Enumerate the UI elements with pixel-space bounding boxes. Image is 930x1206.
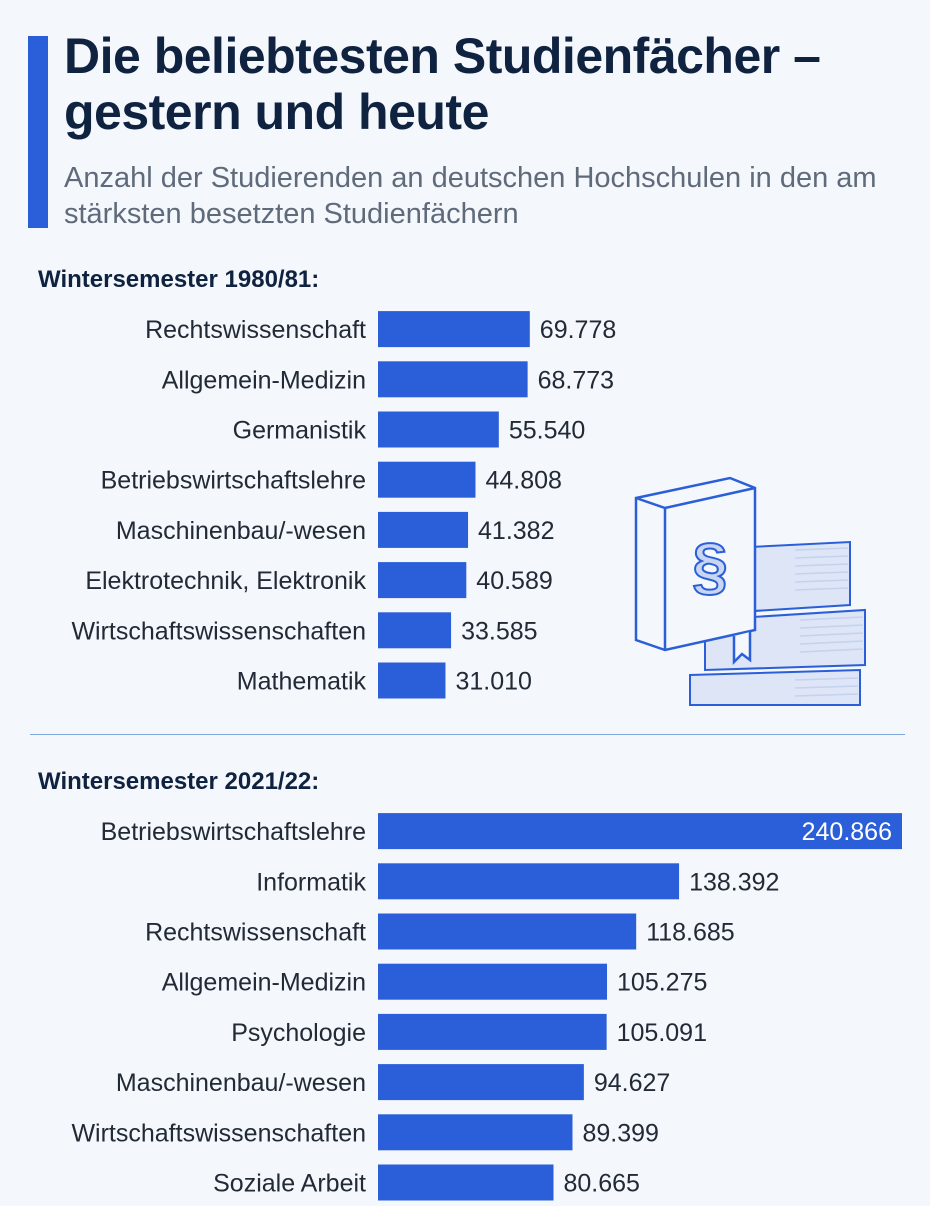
category-label: Rechtswissenschaft (145, 919, 366, 947)
value-label: 80.665 (563, 1170, 639, 1198)
bar (378, 1114, 573, 1151)
paragraph-symbol: § (692, 530, 728, 602)
category-label: Maschinenbau/-wesen (116, 517, 366, 545)
category-label: Rechtswissenschaft (145, 316, 366, 344)
bar (378, 361, 528, 398)
bar (378, 612, 452, 649)
category-label: Wirtschaftswissenschaften (71, 617, 366, 645)
section-heading-1980: Wintersemester 1980/81: (38, 266, 320, 293)
value-label: 41.382 (478, 517, 554, 545)
category-label: Psychologie (231, 1019, 366, 1047)
bar (378, 1064, 584, 1101)
value-label: 89.399 (582, 1119, 658, 1147)
page-subtitle: Anzahl der Studierenden an deutschen Hoc… (64, 162, 877, 230)
value-label: 40.589 (476, 567, 552, 595)
bar-chart-2021: Betriebswirtschaftslehre 240.866 Informati… (71, 813, 902, 1201)
bar (378, 1164, 554, 1201)
category-label: Soziale Arbeit (213, 1170, 366, 1198)
page-title: Die beliebtesten Studienfächer – gestern… (64, 28, 821, 140)
category-label: Betriebswirtschaftslehre (101, 818, 366, 846)
bar (378, 311, 530, 348)
category-label: Allgemein-Medizin (162, 366, 366, 394)
bar (378, 963, 608, 1000)
category-label: Elektrotechnik, Elektronik (85, 567, 366, 595)
category-label: Maschinenbau/-wesen (116, 1069, 366, 1097)
category-label: Germanistik (233, 417, 367, 445)
value-label: 118.685 (646, 919, 735, 947)
category-label: Betriebswirtschaftslehre (101, 467, 366, 495)
bar-chart-1980: Rechtswissenschaft 69.778 Allgemein-Medizi… (71, 311, 616, 699)
category-label: Wirtschaftswissenschaften (71, 1119, 366, 1147)
category-label: Allgemein-Medizin (162, 969, 366, 997)
bar (378, 662, 446, 699)
section-heading-2021: Wintersemester 2021/22: (38, 768, 320, 795)
title-accent-bar (28, 36, 48, 228)
value-label: 31.010 (455, 668, 531, 696)
bar (378, 913, 637, 950)
section-divider (30, 734, 905, 735)
value-label: 33.585 (461, 617, 537, 645)
value-label: 55.540 (509, 417, 585, 445)
value-label: 68.773 (538, 366, 614, 394)
bar (378, 461, 476, 498)
bar (378, 562, 467, 599)
value-label: 94.627 (594, 1069, 670, 1097)
value-label: 240.866 (802, 818, 892, 846)
law-book-stack-icon: § (634, 476, 866, 706)
value-label: 138.392 (689, 868, 779, 896)
value-label: 69.778 (540, 316, 616, 344)
bar (378, 1013, 607, 1050)
bar (378, 863, 680, 900)
value-label: 105.091 (617, 1019, 707, 1047)
bar (378, 411, 499, 448)
value-label: 44.808 (485, 467, 561, 495)
bar (378, 511, 469, 548)
value-label: 105.275 (617, 969, 707, 997)
bar (378, 813, 902, 850)
category-label: Informatik (256, 868, 366, 896)
category-label: Mathematik (237, 668, 367, 696)
